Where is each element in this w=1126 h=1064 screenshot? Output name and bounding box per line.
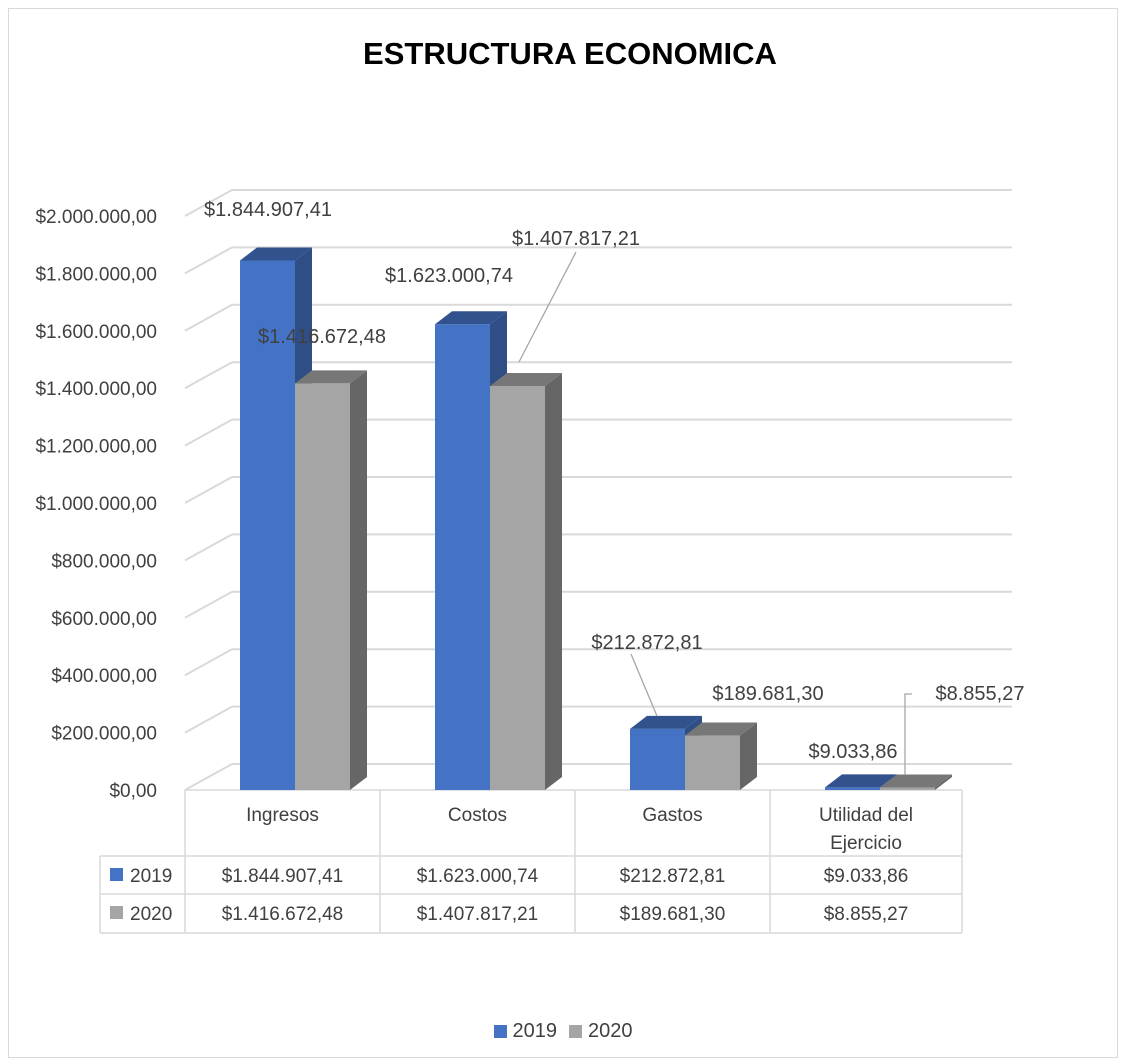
data-label: $212.872,81: [591, 632, 702, 654]
gridline-side: [184, 705, 233, 734]
leader-line: [904, 693, 912, 775]
legend-item-2020: 2020: [569, 1020, 633, 1043]
bar-top: [240, 247, 312, 261]
table-cell: $1.844.907,41: [222, 866, 344, 887]
y-tick-label: $1.600.000,00: [35, 322, 157, 343]
data-table: Ingresos Costos Gastos Utilidad del Ejercici…: [99, 790, 963, 934]
legend-label: 2020: [588, 1020, 633, 1042]
x-tick-label: Ejercicio: [830, 833, 902, 854]
bar-front: [685, 735, 740, 790]
data-label: $1.407.817,21: [512, 228, 640, 250]
bar-front: [880, 787, 935, 790]
bar-side: [350, 370, 367, 790]
y-tick-label: $1.800.000,00: [35, 264, 157, 285]
bar-front: [825, 787, 880, 790]
bar-2020-0: [295, 370, 367, 790]
data-label: $8.855,27: [936, 683, 1025, 705]
bar-2020-3: [880, 774, 952, 790]
bar-top: [880, 774, 952, 788]
y-tick-label: $600.000,00: [51, 609, 157, 630]
bar-side: [935, 774, 952, 790]
legend-swatch: [493, 1025, 507, 1038]
x-tick-label: Ingresos: [246, 805, 319, 826]
bars: [240, 247, 952, 790]
table-cell: $212.872,81: [620, 866, 726, 887]
data-label: $9.033,86: [809, 741, 898, 763]
data-label: $1.844.907,41: [204, 199, 332, 221]
gridline-side: [184, 361, 233, 390]
legend-item-2019: 2019: [493, 1020, 558, 1043]
gridline-side: [184, 303, 233, 332]
bar-front: [490, 385, 545, 790]
gridline-side: [184, 648, 233, 677]
y-tick-label: $800.000,00: [51, 551, 157, 572]
x-tick-label: Utilidad del: [819, 805, 913, 826]
bar-top: [490, 372, 562, 386]
data-labels: $1.844.907,41 $1.416.672,48 $1.623.000,74 $…: [204, 199, 1024, 775]
bar-top: [630, 715, 702, 729]
y-tick-label: $1.200.000,00: [35, 437, 157, 458]
bar-top: [435, 311, 507, 325]
table-legend-swatch: [110, 906, 123, 919]
x-tick-label: Costos: [448, 805, 507, 826]
gridline-side: [184, 476, 233, 504]
bar-top: [825, 774, 897, 788]
y-axis-ticks: $0,00 $200.000,00 $400.000,00 $600.000,00 $8…: [35, 207, 157, 802]
chart-frame: [8, 8, 1118, 1058]
table-cell: $1.623.000,74: [417, 866, 539, 887]
legend-label: 2019: [512, 1020, 558, 1042]
table-series-name: 2019: [130, 866, 172, 887]
bar-top: [295, 370, 367, 384]
bar-top: [685, 722, 757, 736]
bar-front: [240, 260, 295, 790]
bar-front: [295, 383, 350, 790]
gridline-side: [184, 246, 233, 275]
table-cell: $189.681,30: [620, 904, 726, 925]
legend-swatch: [569, 1025, 582, 1038]
leader-line: [630, 653, 658, 717]
table-cell: $1.407.817,21: [417, 904, 539, 925]
bar-side: [740, 722, 757, 790]
y-tick-label: $2.000.000,00: [35, 207, 157, 228]
gridline-side: [184, 590, 233, 619]
x-tick-label: Gastos: [642, 805, 702, 826]
gridline-side: [184, 418, 233, 447]
bar-side: [545, 372, 562, 790]
chart-title: ESTRUCTURA ECONOMICA: [363, 36, 777, 71]
y-tick-label: $200.000,00: [51, 724, 157, 745]
data-label: $189.681,30: [712, 683, 823, 705]
gridline-side: [184, 763, 233, 791]
gridline-side: [184, 533, 233, 562]
y-tick-label: $1.000.000,00: [35, 494, 157, 515]
table-series-name: 2020: [130, 904, 172, 925]
chart-legend: 2019 2020: [0, 1020, 1126, 1044]
y-tick-label: $0,00: [109, 781, 157, 802]
data-label: $1.623.000,74: [385, 265, 513, 287]
bar-front: [630, 728, 685, 790]
leader-line: [518, 251, 577, 363]
y-tick-label: $1.400.000,00: [35, 379, 157, 400]
bar-2020-1: [490, 372, 562, 790]
y-tick-label: $400.000,00: [51, 666, 157, 687]
table-cell: $9.033,86: [824, 866, 909, 887]
bar-2020-2: [685, 722, 757, 790]
table-legend-swatch: [110, 868, 123, 881]
gridline-side: [184, 189, 233, 217]
data-label: $1.416.672,48: [258, 326, 386, 348]
table-cell: $1.416.672,48: [222, 904, 344, 925]
bar-chart-3d: $0,00 $200.000,00 $400.000,00 $600.000,00 $8…: [35, 189, 1024, 934]
bar-front: [435, 324, 490, 790]
table-cell: $8.855,27: [824, 904, 909, 925]
